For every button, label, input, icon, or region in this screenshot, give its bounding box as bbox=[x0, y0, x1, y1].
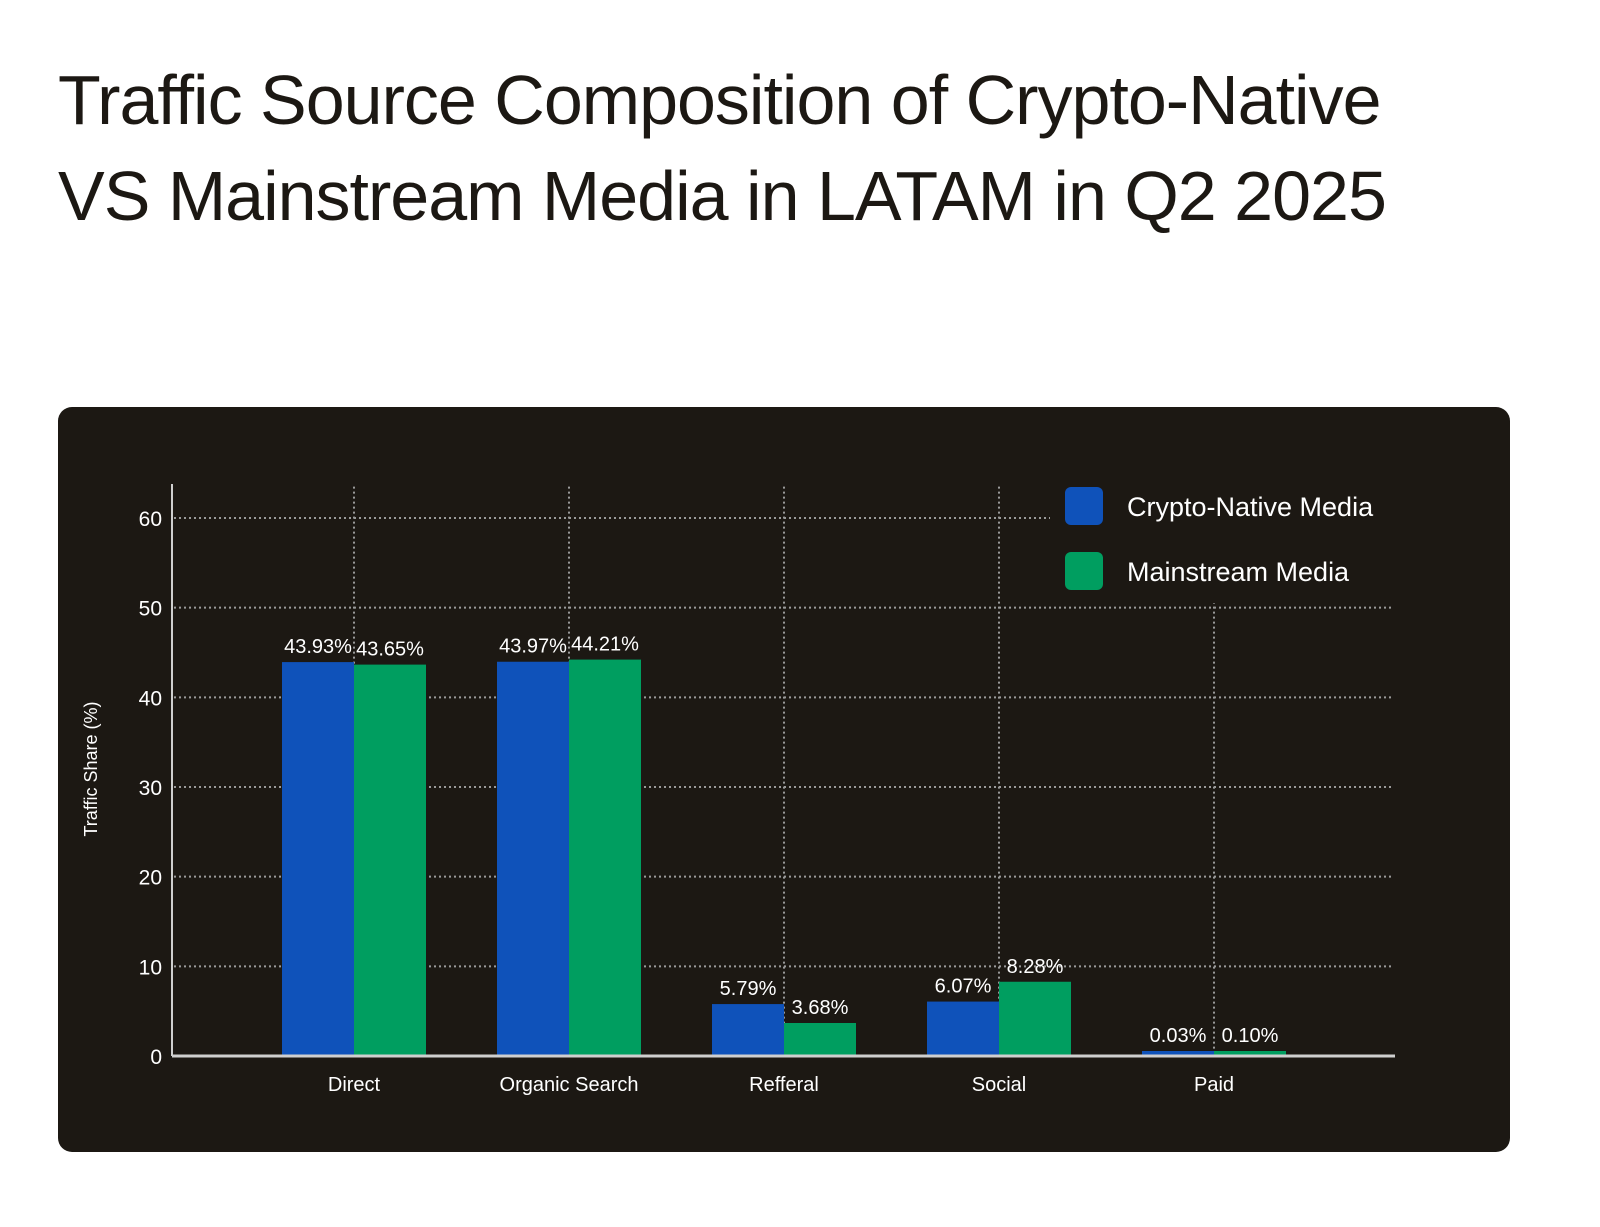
legend-swatch bbox=[1065, 552, 1103, 590]
y-tick-label: 20 bbox=[139, 867, 162, 890]
data-label: 43.97% bbox=[499, 636, 567, 658]
data-label: 43.93% bbox=[284, 636, 352, 658]
y-tick-label: 50 bbox=[139, 598, 162, 621]
y-axis-label: Traffic Share (%) bbox=[81, 701, 101, 836]
bar-mainstream bbox=[569, 659, 641, 1056]
legend-background bbox=[1050, 475, 1400, 603]
data-label: 8.28% bbox=[1007, 956, 1064, 978]
x-tick-label: Direct bbox=[328, 1074, 381, 1096]
bar-mainstream bbox=[1214, 1051, 1286, 1056]
x-tick-label: Paid bbox=[1194, 1074, 1234, 1096]
bar-chart: 0 10 20 30 40 50 60 43.93% 43.97% 5.79% 6.07% 0.03%… bbox=[81, 475, 1400, 1096]
data-label: 43.65% bbox=[356, 639, 424, 661]
data-label: 0.10% bbox=[1222, 1025, 1279, 1047]
legend-label: Crypto-Native Media bbox=[1127, 492, 1374, 522]
y-tick-label: 40 bbox=[139, 687, 162, 710]
data-label: 3.68% bbox=[792, 997, 849, 1019]
y-tick-label: 10 bbox=[139, 956, 162, 979]
data-label: 0.03% bbox=[1150, 1025, 1207, 1047]
x-tick-label: Social bbox=[972, 1074, 1026, 1096]
data-label: 6.07% bbox=[935, 976, 992, 998]
legend-swatch bbox=[1065, 487, 1103, 525]
y-tick-label: 0 bbox=[150, 1046, 162, 1069]
data-label: 44.21% bbox=[571, 634, 639, 656]
bar-crypto-native bbox=[927, 1001, 999, 1056]
y-tick-label: 30 bbox=[139, 777, 162, 800]
bar-crypto-native bbox=[497, 661, 569, 1056]
bar-mainstream bbox=[784, 1023, 856, 1056]
bar-mainstream bbox=[354, 664, 426, 1056]
x-tick-label: Organic Search bbox=[500, 1074, 639, 1096]
bar-crypto-native bbox=[282, 662, 354, 1056]
legend-label: Mainstream Media bbox=[1127, 557, 1350, 587]
y-tick-label: 60 bbox=[139, 508, 162, 531]
chart-panel: 0 10 20 30 40 50 60 43.93% 43.97% 5.79% 6.07% 0.03%… bbox=[58, 407, 1510, 1152]
x-tick-label: Refferal bbox=[749, 1074, 819, 1096]
data-label: 5.79% bbox=[720, 978, 777, 1000]
bar-crypto-native bbox=[1142, 1051, 1214, 1056]
bar-crypto-native bbox=[712, 1004, 784, 1056]
bar-mainstream bbox=[999, 981, 1071, 1056]
page-title: Traffic Source Composition of Crypto-Nat… bbox=[58, 61, 1387, 235]
